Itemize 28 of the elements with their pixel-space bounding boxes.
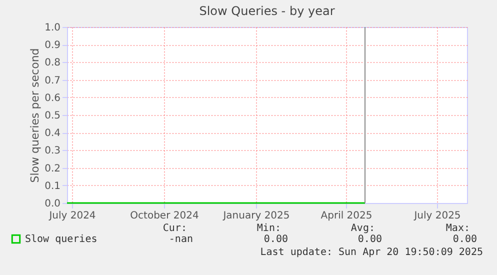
chart-title: Slow Queries - by year xyxy=(199,4,335,18)
y-tick-label: 0.8 xyxy=(44,58,60,69)
text: Cur: xyxy=(162,223,187,234)
y-tick-label: 0.2 xyxy=(44,163,60,174)
x-tick-label: July 2025 xyxy=(413,210,461,222)
y-tick-label: 0.4 xyxy=(44,128,60,140)
y-tick-label: 1.0 xyxy=(44,22,60,34)
text: Avg: xyxy=(350,223,375,234)
y-tick-label: 0.3 xyxy=(44,146,60,157)
text: 0.00 xyxy=(358,234,382,245)
text: 0.00 xyxy=(264,234,288,245)
text: 0.00 xyxy=(452,234,477,245)
y-tick-label: 0.0 xyxy=(44,198,60,210)
x-tick-label: January 2025 xyxy=(222,210,290,222)
y-axis-title: Slow queries per second xyxy=(28,48,42,183)
y-tick-label: 0.6 xyxy=(44,92,60,104)
y-tick-label: 0.9 xyxy=(44,40,60,52)
x-tick-label: April 2025 xyxy=(320,210,372,222)
x-tick-label: October 2024 xyxy=(130,210,199,222)
text: Min: xyxy=(256,223,281,234)
text: Max: xyxy=(446,223,470,234)
y-tick-label: 0.7 xyxy=(44,75,60,86)
text: Last update: Sun Apr 20 19:50:09 2025 xyxy=(260,247,483,258)
y-tick-label: 0.1 xyxy=(44,180,60,192)
y-tick-label: 0.5 xyxy=(44,110,60,122)
legend-label: Slow queries xyxy=(25,234,98,245)
text: -nan xyxy=(168,234,193,245)
x-tick-label: July 2024 xyxy=(48,210,96,222)
